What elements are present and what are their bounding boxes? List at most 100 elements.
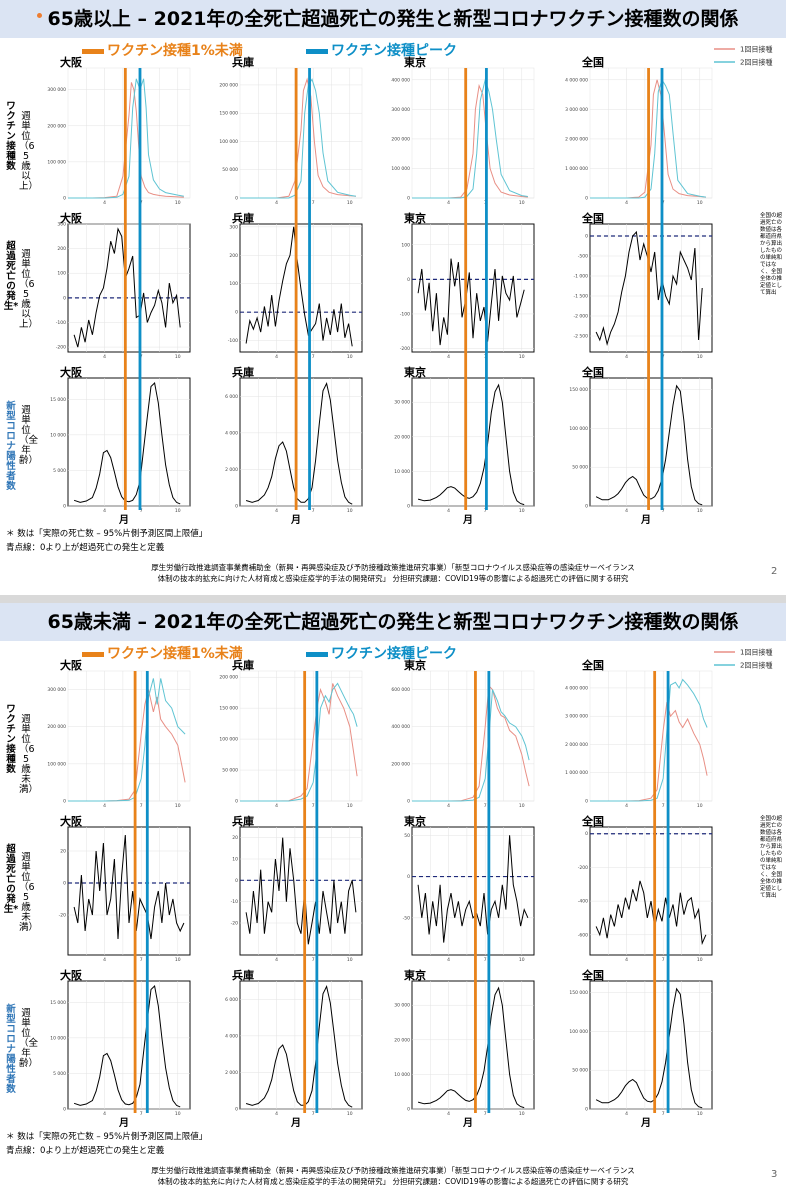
y-tick-label: 6 000 (225, 394, 238, 400)
y-tick-label: 0 (407, 799, 410, 805)
y-tick-label: 300 (57, 222, 66, 228)
x-tick-label: 7 (140, 957, 143, 963)
x-tick-label: 7 (484, 1111, 487, 1117)
row-label-line2: 週単位 (21, 111, 31, 142)
x-tick-label: 4 (625, 354, 628, 360)
x-tick-label: 4 (447, 1111, 450, 1117)
y-tick-label: 400 000 (391, 724, 410, 730)
y-tick-label: 50 000 (572, 465, 588, 471)
x-tick-label: 4 (625, 957, 628, 963)
x-tick-label: 10 (697, 354, 703, 360)
x-tick-label: 10 (175, 354, 181, 360)
row-label-line2: 週単位 (21, 249, 31, 280)
y-tick-label: 4 000 (225, 1033, 238, 1039)
y-tick-label: 0 (585, 234, 588, 240)
panel-excess-2: -50 0 50 4 7 10 東京 (403, 814, 535, 963)
side-note: 全国の超過死亡の数値は各都道府県から算出したものの単純和ではなく、全国全体の推定… (760, 213, 783, 296)
title-bar (0, 603, 786, 641)
covid-row-label: 新型コロナ陽性者数 (3, 1005, 19, 1095)
y-tick-label: 10 (232, 857, 238, 863)
y-tick-label: -400 (578, 899, 588, 905)
panel-region-title: 全国 (581, 365, 604, 379)
x-tick-label: 10 (697, 1111, 703, 1117)
y-tick-label: 15 000 (50, 1000, 66, 1006)
y-tick-label: 0 (63, 881, 66, 887)
y-tick-label: -100 (400, 311, 410, 317)
panel-covid-0: 0 5 000 10 000 15 000 4 7 10 大阪 (50, 968, 191, 1117)
panel-excess-0: -20 0 20 4 7 10 大阪 (59, 814, 191, 963)
y-tick-label: -2 500 (573, 334, 588, 340)
orange-line-swatch-icon (82, 651, 104, 657)
y-tick-label: 100 000 (391, 166, 410, 172)
y-tick-label: 0 (407, 277, 410, 283)
excess-row-label: 超過死亡の発生* (3, 845, 19, 915)
x-tick-label: 4 (103, 200, 106, 206)
x-axis-month-label: 月 (290, 1117, 301, 1129)
y-tick-label: -500 (578, 254, 588, 260)
age-label: （65歳以上） (19, 141, 39, 192)
y-tick-label: 200 000 (47, 123, 66, 129)
row-label-line2: 週単位（全年齢） (19, 1008, 39, 1069)
y-tick-label: 100 000 (569, 1029, 588, 1035)
y-tick-label: 30 000 (394, 1003, 410, 1009)
panel-frame (589, 223, 713, 353)
panel-frame (589, 980, 713, 1110)
x-tick-label: 10 (519, 508, 525, 514)
x-tick-label: 7 (662, 1111, 665, 1117)
panel-frame (411, 826, 535, 956)
y-tick-label: 2 000 000 (565, 742, 588, 748)
panel-region-title: 東京 (404, 658, 426, 672)
x-tick-label: 7 (312, 200, 315, 206)
dose2-legend-label: 2回目接種 (740, 661, 772, 670)
covid-line (417, 383, 525, 506)
panel-region-title: 全国 (581, 968, 604, 982)
row-label-line1: 新型コロナ陽性者数 (6, 1004, 16, 1095)
y-tick-label: -20 (231, 921, 238, 927)
y-tick-label: -2 000 (573, 314, 588, 320)
y-tick-label: 0 (407, 1107, 410, 1113)
panel-frame (411, 67, 535, 199)
covid-row-label: 新型コロナ陽性者数 (3, 402, 19, 492)
x-tick-label: 4 (275, 803, 278, 809)
y-tick-label: 300 (229, 224, 238, 230)
panel-frame (411, 377, 535, 507)
slide-under-65: 65歳未満 – 2021年の全死亡超過死亡の発生と新型コロナワクチン接種数の関係… (0, 603, 786, 1198)
panel-region-title: 兵庫 (232, 365, 254, 379)
panel-region-title: 兵庫 (232, 814, 254, 828)
x-tick-label: 10 (519, 957, 525, 963)
x-tick-label: 4 (103, 354, 106, 360)
x-tick-label: 10 (175, 1111, 181, 1117)
x-tick-label: 10 (697, 803, 703, 809)
dose2-line (412, 689, 530, 802)
panel-frame (589, 67, 713, 199)
x-tick-label: 4 (625, 1111, 628, 1117)
vax-peak-label: ワクチン接種ピーク (331, 43, 457, 59)
panel-excess-2: -200-10001004710東京 (400, 211, 535, 360)
vaccination-row-label: ワクチン接種数 (3, 705, 19, 775)
x-tick-label: 4 (447, 957, 450, 963)
y-tick-label: 0 (235, 799, 238, 805)
y-tick-label: 100 000 (219, 737, 238, 743)
x-tick-label: 4 (447, 354, 450, 360)
y-tick-label: 100 (229, 281, 238, 287)
panel-frame (67, 826, 191, 956)
y-tick-label: 30 000 (394, 400, 410, 406)
y-tick-label: 150 000 (569, 387, 588, 393)
x-tick-label: 10 (347, 803, 353, 809)
x-tick-label: 4 (103, 508, 106, 514)
row-label-line1: 超過死亡の発生* (3, 241, 19, 312)
side-note: 全国の超過死亡の数値は各都道府県から算出したものの単純和ではなく、全国全体の推定… (760, 816, 783, 899)
panel-region-title: 大阪 (60, 814, 83, 828)
slide-65-and-over: 65歳以上 – 2021年の全死亡超過死亡の発生と新型コロナワクチン接種数の関係… (0, 0, 786, 595)
panel-region-title: 全国 (581, 211, 604, 225)
excess-line (417, 835, 529, 943)
y-tick-label: 0 (235, 878, 238, 884)
x-axis-month-label: 月 (118, 1117, 129, 1129)
x-tick-label: 10 (519, 803, 525, 809)
panel-region-title: 東京 (404, 814, 426, 828)
y-tick-label: 3 000 000 (565, 107, 588, 113)
panel-frame (411, 980, 535, 1110)
